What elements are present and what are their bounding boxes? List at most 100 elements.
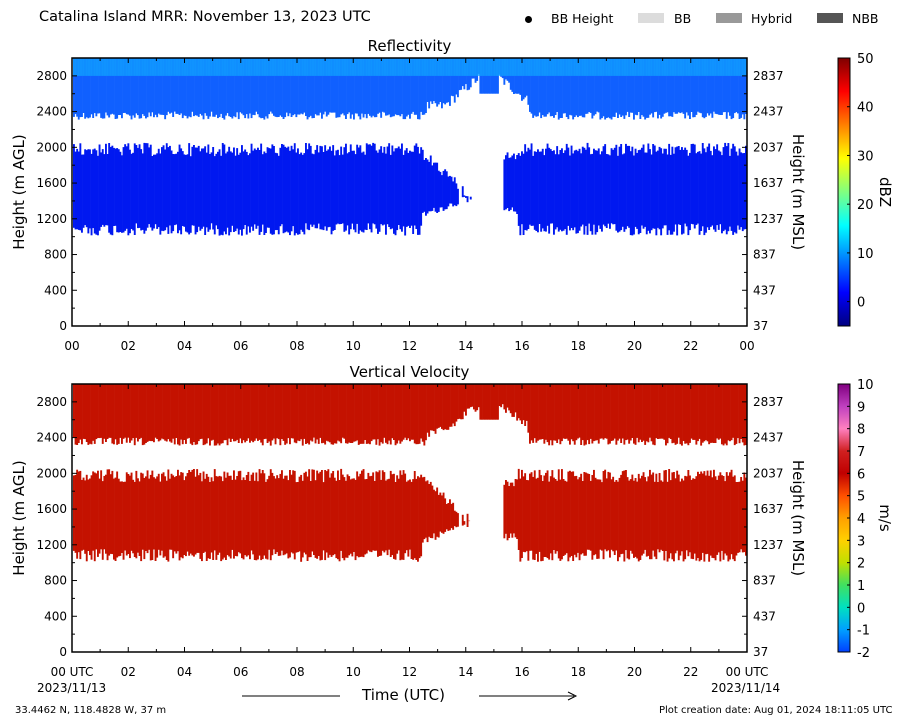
colorbar-tick-label-1-7: 5 bbox=[857, 490, 865, 505]
xtick-label-0-7: 14 bbox=[458, 339, 473, 353]
ytick-label-1-7: 2800 bbox=[36, 395, 67, 409]
x-axis-label: Time (UTC) bbox=[362, 686, 445, 704]
xtick-label-0-5: 10 bbox=[346, 339, 361, 353]
legend-bb-label: BB bbox=[674, 11, 692, 26]
xtick-label-0-11: 22 bbox=[683, 339, 698, 353]
ytick-right-label-1-5: 2037 bbox=[753, 466, 784, 480]
xtick-label-1-1: 02 bbox=[121, 665, 136, 679]
xtick-label-1-0: 00 UTC bbox=[51, 665, 94, 679]
legend-bb-height-label: BB Height bbox=[551, 11, 614, 26]
ytick-label-0-0: 0 bbox=[59, 319, 67, 333]
xtick-label-1-10: 20 bbox=[627, 665, 642, 679]
xtick-label-1-8: 16 bbox=[514, 665, 529, 679]
legend-hybrid-label: Hybrid bbox=[751, 11, 793, 26]
ytick-right-label-0-4: 1637 bbox=[753, 176, 784, 190]
start-date-label: 2023/11/13 bbox=[37, 681, 107, 695]
ytick-right-label-1-0: 37 bbox=[753, 645, 768, 659]
ytick-right-label-1-7: 2837 bbox=[753, 395, 784, 409]
xtick-label-1-6: 12 bbox=[402, 665, 417, 679]
xtick-label-1-4: 08 bbox=[289, 665, 304, 679]
ytick-right-label-0-0: 37 bbox=[753, 319, 768, 333]
colorbar-tick-label-1-2: 0 bbox=[857, 601, 865, 616]
ytick-right-label-0-5: 2037 bbox=[753, 140, 784, 154]
ytick-right-label-0-1: 437 bbox=[753, 283, 776, 297]
ytick-right-label-1-4: 1637 bbox=[753, 502, 784, 516]
ytick-right-label-1-6: 2437 bbox=[753, 431, 784, 445]
ytick-label-0-1: 400 bbox=[44, 283, 67, 297]
ytick-label-0-3: 1200 bbox=[36, 212, 67, 226]
xtick-label-0-3: 06 bbox=[233, 339, 248, 353]
ytick-label-1-4: 1600 bbox=[36, 502, 67, 516]
ytick-label-0-4: 1600 bbox=[36, 176, 67, 190]
end-date-label: 2023/11/14 bbox=[711, 681, 781, 695]
xtick-label-0-4: 08 bbox=[289, 339, 304, 353]
ylabel-left-1: Height (m AGL) bbox=[10, 460, 28, 575]
colorbar-tick-label-1-6: 4 bbox=[857, 512, 865, 527]
ytick-right-label-0-3: 1237 bbox=[753, 212, 784, 226]
ytick-right-label-1-3: 1237 bbox=[753, 538, 784, 552]
colorbar-tick-label-1-8: 6 bbox=[857, 467, 865, 482]
colorbar-tick-label-1-0: -2 bbox=[857, 646, 870, 661]
xtick-label-0-8: 16 bbox=[514, 339, 529, 353]
xtick-label-1-12: 00 UTC bbox=[726, 665, 769, 679]
colorbar-tick-label-1-3: 1 bbox=[857, 579, 865, 594]
xtick-label-0-9: 18 bbox=[571, 339, 586, 353]
ytick-label-0-2: 800 bbox=[44, 248, 67, 262]
colorbar-label-1: m/s bbox=[876, 504, 894, 532]
xtick-label-0-10: 20 bbox=[627, 339, 642, 353]
echo-field-0 bbox=[73, 58, 747, 236]
ytick-right-label-1-1: 437 bbox=[753, 609, 776, 623]
ylabel-right-1: Height (m MSL) bbox=[789, 460, 807, 576]
colorbar-tick-label-0-3: 30 bbox=[857, 149, 874, 164]
time-arrow-head bbox=[567, 691, 578, 701]
xtick-label-0-0: 00 bbox=[64, 339, 79, 353]
ytick-right-label-0-6: 2437 bbox=[753, 105, 784, 119]
colorbar-tick-label-1-12: 10 bbox=[857, 378, 874, 393]
colorbar-tick-label-0-5: 50 bbox=[857, 52, 874, 67]
colorbar-tick-label-0-2: 20 bbox=[857, 198, 874, 213]
colorbar-tick-label-1-4: 2 bbox=[857, 557, 865, 572]
colorbar-0 bbox=[837, 57, 851, 327]
colorbar-tick-label-1-9: 7 bbox=[857, 445, 865, 460]
colorbar-tick-label-1-11: 9 bbox=[857, 400, 865, 415]
ytick-label-1-5: 2000 bbox=[36, 466, 67, 480]
legend-hybrid-swatch bbox=[716, 13, 742, 23]
legend-nbb-label: NBB bbox=[852, 11, 879, 26]
colorbar-tick-label-1-10: 8 bbox=[857, 423, 865, 438]
xtick-label-0-1: 02 bbox=[121, 339, 136, 353]
xtick-label-1-3: 06 bbox=[233, 665, 248, 679]
bb-height-legend-marker bbox=[525, 16, 532, 23]
ytick-label-0-7: 2800 bbox=[36, 69, 67, 83]
ytick-right-label-0-2: 837 bbox=[753, 248, 776, 262]
ytick-label-0-6: 2400 bbox=[36, 105, 67, 119]
ytick-label-0-5: 2000 bbox=[36, 140, 67, 154]
colorbar-tick-label-0-0: 0 bbox=[857, 296, 865, 311]
xtick-label-1-5: 10 bbox=[346, 665, 361, 679]
xtick-label-1-9: 18 bbox=[571, 665, 586, 679]
ytick-label-1-1: 400 bbox=[44, 609, 67, 623]
legend-bb-swatch bbox=[638, 13, 664, 23]
colorbar-label-0: dBZ bbox=[876, 177, 894, 207]
colorbar-tick-label-1-5: 3 bbox=[857, 534, 865, 549]
xtick-label-0-6: 12 bbox=[402, 339, 417, 353]
figure-title: Catalina Island MRR: November 13, 2023 U… bbox=[39, 9, 371, 25]
xtick-label-1-11: 22 bbox=[683, 665, 698, 679]
ylabel-right-0: Height (m MSL) bbox=[789, 134, 807, 250]
ytick-right-label-0-7: 2837 bbox=[753, 69, 784, 83]
ytick-label-1-0: 0 bbox=[59, 645, 67, 659]
ytick-label-1-6: 2400 bbox=[36, 431, 67, 445]
plot-creation-date: Plot creation date: Aug 01, 2024 18:11:0… bbox=[659, 705, 893, 716]
ytick-label-1-3: 1200 bbox=[36, 538, 67, 552]
ytick-right-label-1-2: 837 bbox=[753, 574, 776, 588]
panel-title-1: Vertical Velocity bbox=[350, 363, 470, 381]
echo-field-1 bbox=[73, 384, 747, 562]
ylabel-left-0: Height (m AGL) bbox=[10, 134, 28, 249]
xtick-label-1-7: 14 bbox=[458, 665, 473, 679]
legend-nbb-swatch bbox=[817, 13, 843, 23]
colorbar-tick-label-1-1: -1 bbox=[857, 624, 870, 639]
site-location: 33.4462 N, 118.4828 W, 37 m bbox=[15, 705, 167, 716]
xtick-label-0-2: 04 bbox=[177, 339, 192, 353]
panel-title-0: Reflectivity bbox=[368, 37, 452, 55]
xtick-label-0-12: 00 bbox=[739, 339, 754, 353]
